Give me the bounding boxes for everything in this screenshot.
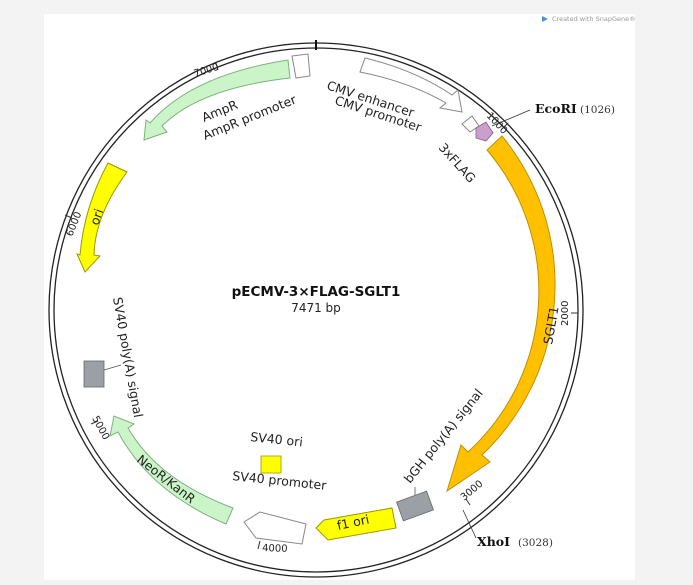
xhoi-site-line [462,509,477,539]
tick-label: 3000 [459,479,486,504]
plasmid-map: Created with SnapGene® 1000 2000 3000 40… [48,15,636,578]
cmv-enhancer-arrow[interactable] [359,57,463,113]
tick-2000: 2000 [560,301,578,326]
tick-4000: 4000 [257,540,288,555]
tick-label: 7000 [193,62,221,80]
sv40-polya-leader [103,364,122,371]
sv40-ori-box[interactable] [260,455,282,474]
tick-3000: 3000 [459,479,486,506]
plasmid-name: pECMV-3×FLAG-SGLT1 [232,284,401,300]
neor-kanr-arrow[interactable] [109,415,234,525]
snapgene-watermark: Created with SnapGene® [542,15,636,23]
f1-ori-label: f1 ori [336,511,371,532]
ecori-site-line [491,109,531,127]
sglt1-label: SGLT1 [540,305,561,345]
tick-6000: 6000 [65,210,85,238]
tick-5000: 5000 [89,414,111,442]
tick-label: 6000 [65,210,85,238]
xhoi-site-name: XhoI [477,534,510,549]
sv40-polya-label: SV40 poly(A) signal [110,296,146,419]
tick-label: 4000 [262,543,288,555]
ori-label: ori [87,207,107,227]
sv40-ori-label: SV40 ori [250,429,304,449]
xhoi-site-position: (3028) [518,537,553,549]
ecori-site-position: (1026) [580,104,615,116]
snapgene-logo-icon [542,16,548,22]
tick-label: 5000 [89,414,111,442]
f1-ori-arrow[interactable] [315,507,397,541]
ori-arrow[interactable] [76,162,128,273]
ampr-arrow[interactable] [143,59,291,141]
map-canvas: Created with SnapGene® 1000 2000 3000 40… [44,14,636,580]
bgh-polya-box[interactable] [396,490,434,522]
watermark-text: Created with SnapGene® [552,15,635,23]
ecori-site-name: EcoRI [535,101,577,116]
sglt1-arrow[interactable] [446,135,556,493]
plasmid-length: 7471 bp [291,301,341,315]
tick-label: 2000 [560,301,571,326]
sv40-promoter-arrow[interactable] [243,511,307,545]
neor-kanr-label: NeoR/KanR [134,452,199,507]
flag-label: 3xFLAG [436,140,479,186]
sv40-polya-box[interactable] [83,360,105,388]
flag-tag[interactable] [475,121,494,142]
ampr-promoter-arrow[interactable] [291,53,311,79]
tick-7000: 7000 [193,62,221,80]
